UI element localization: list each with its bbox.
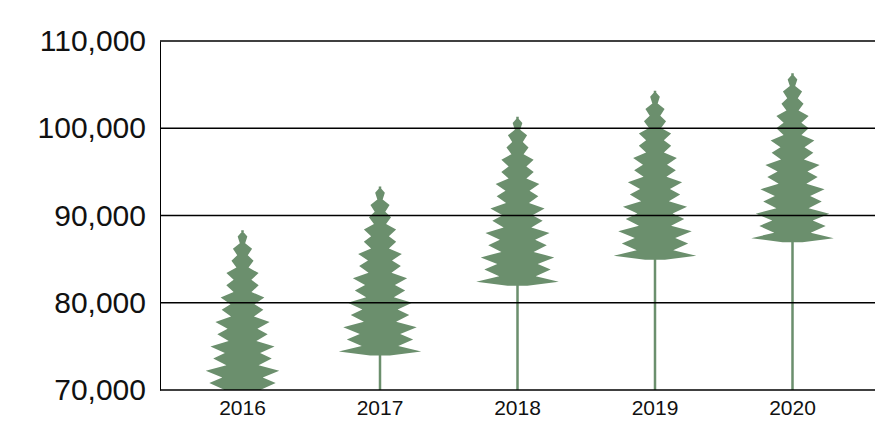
marks: [201, 67, 834, 390]
tree-bar: [476, 111, 559, 390]
x-tick: 2019: [632, 390, 679, 419]
grid-line: [160, 127, 875, 129]
tree-bar: [751, 67, 834, 390]
y-axis-line: [160, 42, 161, 391]
grid-line: [160, 389, 875, 391]
y-tick-label: 90,000: [54, 199, 146, 232]
y-axis: 70,000 80,000 90,000 100,000 110,000: [38, 24, 161, 406]
x-tick: 2018: [494, 390, 541, 419]
tree-bar: [339, 181, 422, 390]
x-tick: 2017: [357, 390, 404, 419]
y-tick-label: 70,000: [54, 373, 146, 406]
y-tick-label: 100,000: [38, 111, 146, 144]
x-tick-label: 2019: [632, 396, 679, 419]
chart: 70,000 80,000 90,000 100,000 110,000 2016 2017…: [0, 0, 883, 445]
y-tick: 110,000: [40, 24, 160, 57]
y-tick: 80,000: [54, 286, 160, 319]
grid-line: [160, 302, 875, 304]
x-tick-label: 2018: [494, 396, 541, 419]
grid: [160, 41, 875, 390]
x-tick: 2020: [769, 390, 816, 419]
y-tick-label: 110,000: [40, 24, 146, 57]
plot: 70,000 80,000 90,000 100,000 110,000 2016 2017…: [38, 24, 875, 419]
grid-line: [160, 40, 875, 42]
y-tick: 90,000: [54, 199, 160, 232]
x-tick-label: 2020: [769, 396, 816, 419]
x-tick-label: 2016: [219, 396, 266, 419]
grid-line: [160, 215, 875, 217]
x-tick: 2016: [219, 390, 266, 419]
y-tick-label: 80,000: [54, 286, 146, 319]
x-axis: 2016 2017 2018 2019 2020: [219, 390, 816, 419]
y-tick: 70,000: [54, 373, 160, 406]
tree-bar: [614, 85, 697, 390]
tree-bar: [201, 224, 284, 390]
x-tick-label: 2017: [357, 396, 404, 419]
y-tick: 100,000: [38, 111, 160, 144]
